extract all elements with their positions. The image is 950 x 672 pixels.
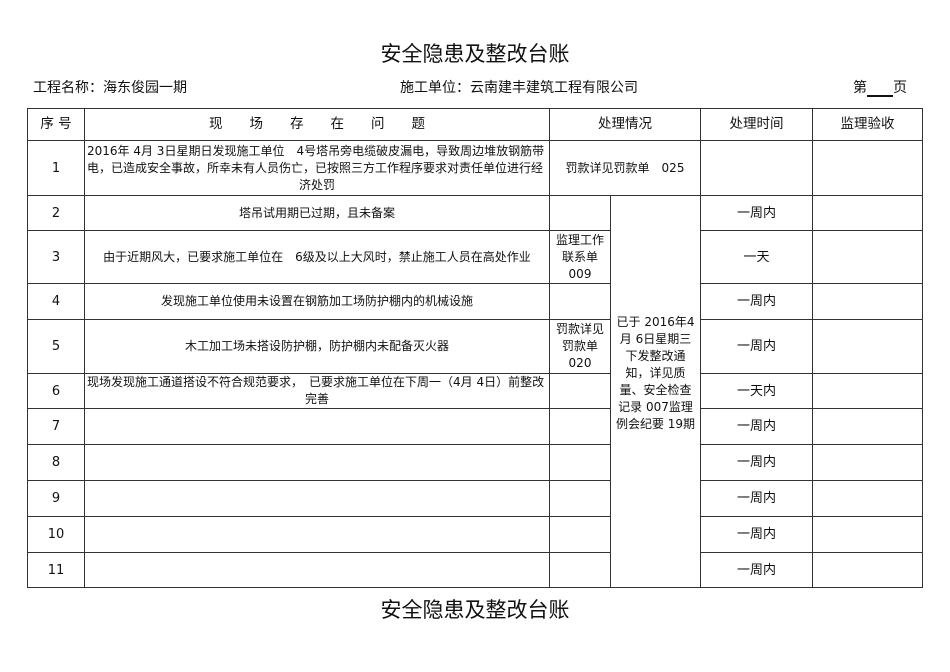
row-acceptance <box>812 319 923 374</box>
row-problem: 由于近期风大，已要求施工单位在 6级及以上大风时，禁止施工人员在高处作业 <box>84 230 550 284</box>
row-seq: 4 <box>27 283 85 320</box>
row-acceptance <box>812 230 923 284</box>
row-seq: 6 <box>27 373 85 409</box>
row-problem <box>84 444 550 481</box>
merged-handling-note: 已于 2016年4月 6日星期三下发整改通知，详见质量、安全检查记录 007监理… <box>610 195 701 588</box>
row-acceptance <box>812 552 923 588</box>
table-row: 5 木工加工场未搭设防护棚，防护棚内未配备灭火器 罚款详见罚款单 020 一周内 <box>27 319 923 374</box>
header-acceptance: 监理验收 <box>812 108 923 141</box>
row-seq: 8 <box>27 444 85 481</box>
table-row: 6 现场发现施工通道搭设不符合规范要求， 已要求施工单位在下周一（4月 4日）前整… <box>27 373 923 409</box>
row-problem <box>84 408 550 445</box>
row-seq: 10 <box>27 516 85 553</box>
row-handling <box>549 195 611 231</box>
row-problem <box>84 552 550 588</box>
table-row: 8 一周内 <box>27 444 923 481</box>
table-row: 4 发现施工单位使用未设置在钢筋加工场防护棚内的机械设施 一周内 <box>27 283 923 320</box>
next-page-title: 安全隐患及整改台账 <box>380 598 570 622</box>
contractor-name: 施工单位：云南建丰建筑工程有限公司 <box>400 80 638 96</box>
row-handling <box>549 408 611 445</box>
row-handling <box>549 516 611 553</box>
row-acceptance <box>812 480 923 517</box>
row-time: 一周内 <box>700 552 813 588</box>
row-seq: 1 <box>27 140 85 196</box>
page-suffix: 页 <box>893 80 907 96</box>
table-row: 2 塔吊试用期已过期，且未备案 已于 2016年4月 6日星期三下发整改通知，详见质… <box>27 195 923 588</box>
row-handling <box>549 444 611 481</box>
page-number: 第页 <box>853 77 907 97</box>
row-problem: 2016年 4月 3日星期日发现施工单位 4号塔吊旁电缆破皮漏电，导致周边堆放钢… <box>84 140 550 196</box>
row-time: 一周内 <box>700 408 813 445</box>
row-problem: 木工加工场未搭设防护棚，防护棚内未配备灭火器 <box>84 319 550 374</box>
row-handling <box>549 373 611 409</box>
project-name: 工程名称：海东俊园一期 <box>33 80 187 96</box>
header-handling: 处理情况 <box>549 108 701 141</box>
row-time: 一周内 <box>700 283 813 320</box>
row-acceptance <box>812 140 923 196</box>
row-acceptance <box>812 408 923 445</box>
row-seq: 7 <box>27 408 85 445</box>
row-problem: 发现施工单位使用未设置在钢筋加工场防护棚内的机械设施 <box>84 283 550 320</box>
row-seq: 5 <box>27 319 85 374</box>
row-handling: 罚款详见罚款单 025 <box>549 140 701 196</box>
row-time: 一周内 <box>700 444 813 481</box>
hazard-ledger-table: 序 号 现 场 存 在 问 题 处理情况 处理时间 监理验收 1 2016年 4月… <box>27 108 923 588</box>
row-acceptance <box>812 444 923 481</box>
row-handling: 罚款详见罚款单 020 <box>549 319 611 374</box>
row-problem <box>84 480 550 517</box>
row-handling <box>549 552 611 588</box>
row-time: 一天内 <box>700 373 813 409</box>
row-seq: 9 <box>27 480 85 517</box>
page-title: 安全隐患及整改台账 <box>380 42 570 66</box>
row-time: 一周内 <box>700 480 813 517</box>
page-number-blank <box>867 81 893 97</box>
table-row: 3 由于近期风大，已要求施工单位在 6级及以上大风时，禁止施工人员在高处作业 监理工… <box>27 230 923 284</box>
table-row: 1 2016年 4月 3日星期日发现施工单位 4号塔吊旁电缆破皮漏电，导致周边堆放… <box>27 140 923 196</box>
row-acceptance <box>812 373 923 409</box>
row-seq: 3 <box>27 230 85 284</box>
row-time: 一周内 <box>700 195 813 231</box>
table-row: 10 一周内 <box>27 516 923 553</box>
row-seq: 11 <box>27 552 85 588</box>
row-handling <box>549 283 611 320</box>
row-acceptance <box>812 516 923 553</box>
table-row: 11 一周内 <box>27 552 923 588</box>
row-time <box>700 140 813 196</box>
header-seq: 序 号 <box>27 108 85 141</box>
row-acceptance <box>812 283 923 320</box>
row-time: 一周内 <box>700 319 813 374</box>
row-problem: 塔吊试用期已过期，且未备案 <box>84 195 550 231</box>
row-problem: 现场发现施工通道搭设不符合规范要求， 已要求施工单位在下周一（4月 4日）前整改… <box>84 373 550 409</box>
row-handling <box>549 480 611 517</box>
header-row: 序 号 现 场 存 在 问 题 处理情况 处理时间 监理验收 <box>27 108 923 141</box>
row-problem <box>84 516 550 553</box>
table-row: 7 一周内 <box>27 408 923 445</box>
table-row: 9 一周内 <box>27 480 923 517</box>
header-time: 处理时间 <box>700 108 813 141</box>
row-handling: 监理工作联系单 009 <box>549 230 611 284</box>
page-prefix: 第 <box>853 80 867 96</box>
row-seq: 2 <box>27 195 85 231</box>
row-time: 一周内 <box>700 516 813 553</box>
row-time: 一天 <box>700 230 813 284</box>
row-acceptance <box>812 195 923 231</box>
header-problem: 现 场 存 在 问 题 <box>84 108 550 141</box>
